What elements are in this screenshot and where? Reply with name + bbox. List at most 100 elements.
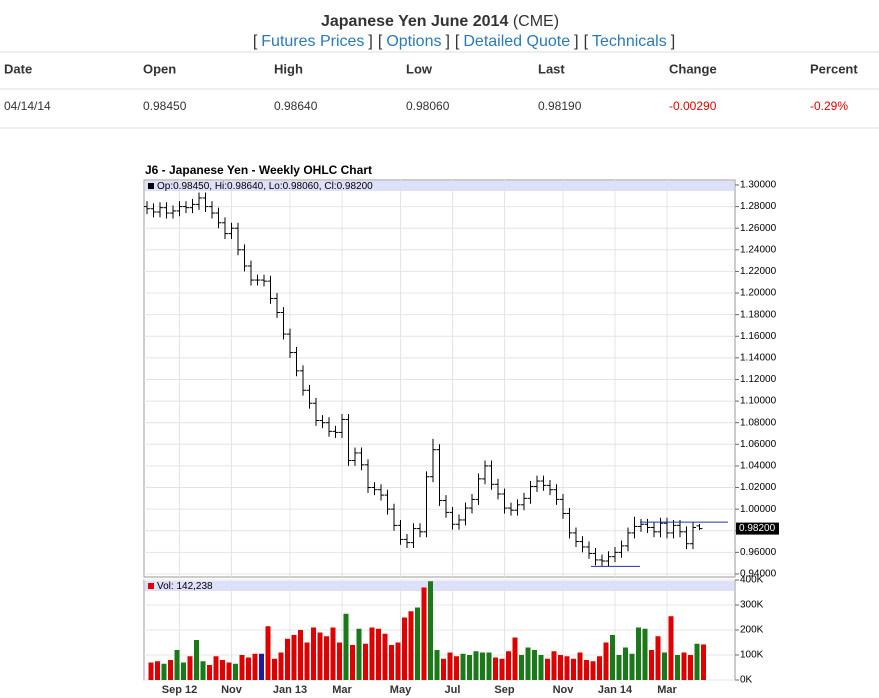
volume-bar — [532, 650, 537, 680]
y-tick-label: 1.06000 — [740, 439, 777, 450]
volume-bar — [408, 611, 414, 680]
y-tick-label: 1.18000 — [740, 309, 777, 320]
nav-link[interactable]: Technicals — [592, 33, 667, 50]
info-bar — [145, 581, 734, 591]
nav-link[interactable]: Detailed Quote — [463, 33, 570, 50]
y-tick-label: 1.26000 — [740, 223, 777, 234]
volume-bar — [415, 607, 420, 680]
volume-bar — [194, 640, 199, 680]
price-panel — [143, 179, 736, 578]
volume-bar — [493, 657, 498, 680]
volume-bar — [278, 652, 284, 680]
table-cell: -0.00290 — [669, 99, 717, 113]
volume-bar — [701, 644, 706, 680]
y-tick-label: 1.04000 — [740, 461, 777, 472]
volume-bar — [428, 581, 433, 680]
x-tick-label: Jan 13 — [273, 684, 307, 696]
exchange: (CME) — [513, 13, 559, 30]
x-tick-label: Sep 12 — [162, 684, 197, 696]
volume-bar — [155, 661, 160, 680]
y-tick-label: 1.00000 — [740, 504, 777, 515]
y-tick-label: 200K — [740, 625, 764, 636]
volume-bar — [675, 655, 680, 680]
volume-bar — [395, 642, 401, 680]
y-tick-label: 1.24000 — [740, 244, 777, 255]
y-tick-label: 300K — [740, 600, 764, 611]
volume-bar — [168, 660, 173, 680]
page-title: Japanese Yen June 2014 (CME) — [321, 13, 559, 30]
y-tick-label: 1.10000 — [740, 396, 777, 407]
volume-bar — [233, 663, 238, 680]
y-tick-label: 0.94000 — [740, 569, 777, 580]
volume-bar — [662, 652, 667, 680]
volume-bar — [681, 652, 687, 680]
y-tick-label: 400K — [740, 575, 764, 586]
column-header: Low — [406, 61, 433, 76]
volume-bar — [421, 587, 427, 680]
volume-bar — [467, 655, 472, 680]
volume-bar — [259, 653, 264, 680]
link-bar: [Futures Prices][Options][Detailed Quote… — [253, 33, 675, 50]
bracket: [ — [378, 33, 383, 50]
y-tick-label: 0.96000 — [740, 547, 777, 558]
nav-link[interactable]: Options — [386, 33, 441, 50]
bracket: ] — [574, 33, 578, 50]
info-swatch — [148, 183, 154, 189]
volume-bar — [200, 661, 206, 680]
y-tick-label: 1.12000 — [740, 374, 777, 385]
volume-bar — [629, 653, 635, 680]
y-tick-label: 100K — [740, 650, 764, 661]
volume-bar — [350, 645, 355, 680]
y-tick-label: 1.28000 — [740, 201, 777, 212]
volume-bar — [337, 642, 342, 680]
volume-bar — [343, 613, 349, 680]
x-tick-label: Sep — [494, 684, 514, 696]
volume-bar — [623, 647, 628, 680]
nav-link[interactable]: Futures Prices — [261, 33, 364, 50]
volume-bar — [356, 628, 362, 680]
table-cell: 0.98450 — [143, 99, 187, 113]
table-cell: 0.98060 — [406, 99, 450, 113]
volume-bar — [389, 645, 394, 680]
volume-bar — [382, 633, 388, 680]
y-tick-label: 1.16000 — [740, 331, 777, 342]
volume-bar — [558, 655, 563, 680]
y-tick-label: 1.20000 — [740, 288, 777, 299]
x-tick-label: Nov — [221, 684, 243, 696]
title-text: Japanese Yen June 2014 — [321, 13, 508, 30]
x-tick-label: Jul — [445, 684, 461, 696]
volume-bar — [480, 652, 485, 680]
info-bar — [145, 181, 734, 191]
volume-bar — [590, 661, 596, 680]
volume-bar — [252, 653, 258, 680]
bracket: [ — [253, 33, 258, 50]
bracket: [ — [455, 33, 460, 50]
volume-bar — [603, 642, 609, 680]
volume-bar — [181, 662, 186, 680]
column-header: High — [274, 61, 303, 76]
y-tick-label: 1.02000 — [740, 482, 777, 493]
volume-bar — [207, 665, 212, 680]
column-header: Last — [538, 61, 565, 76]
volume-bar — [304, 642, 310, 680]
volume-bar — [584, 660, 589, 680]
y-tick-label: 0K — [740, 675, 753, 686]
volume-bar — [454, 656, 459, 680]
volume-bar — [519, 655, 524, 680]
chart-title: J6 - Japanese Yen - Weekly OHLC Chart — [145, 163, 372, 177]
volume-bar — [402, 617, 407, 680]
chart: J6 - Japanese Yen - Weekly OHLC Chart Sep… — [143, 163, 779, 696]
volume-bar — [636, 627, 641, 680]
volume-bar — [148, 662, 154, 680]
volume-bar — [213, 656, 219, 680]
volume-bar — [694, 643, 700, 680]
volume-bar — [499, 658, 505, 680]
volume-bar — [649, 650, 654, 680]
volume-bar — [610, 635, 615, 680]
volume-bar — [220, 660, 225, 680]
volume-bar — [285, 638, 290, 680]
volume-bar — [512, 637, 518, 680]
volume-bar — [330, 627, 336, 680]
volume-bar — [551, 651, 557, 680]
volume-bar — [688, 655, 693, 680]
